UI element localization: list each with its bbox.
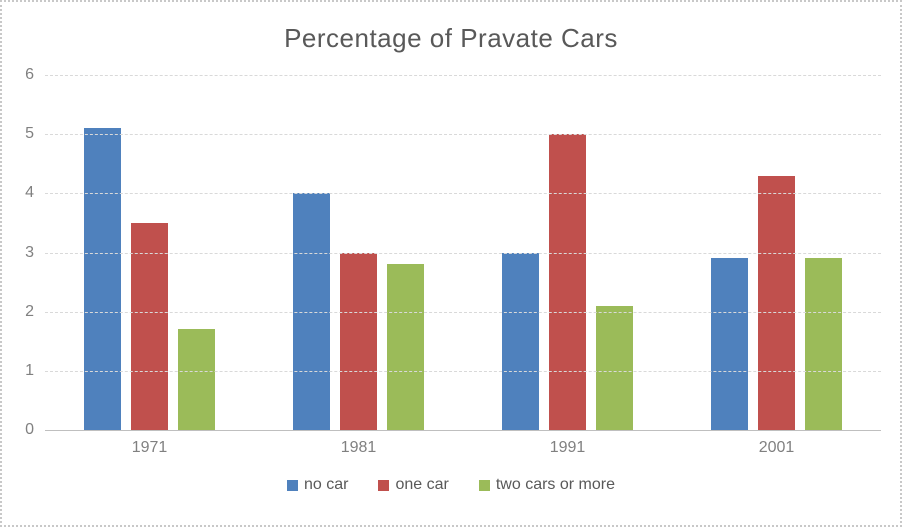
y-tick-label-2: 2 [25,302,34,320]
y-tick-label-3: 3 [25,243,34,261]
bar-group-1971 [45,75,254,430]
y-tick-label-6: 6 [25,66,34,83]
bar-group-1991 [463,75,672,430]
y-tick-label-1: 1 [25,361,34,379]
y-tick-label-0: 0 [25,421,34,438]
bar-two-cars-or-more-1991 [596,305,633,430]
x-tick-label-1981: 1981 [340,439,377,456]
bar-no-car-1991 [502,252,539,430]
legend-label-one-car: one car [395,476,449,493]
gridline-4 [45,193,881,195]
y-tick-label-4: 4 [25,184,34,202]
x-tick-label-1991: 1991 [549,439,586,456]
y-tick-label-5: 5 [25,125,34,143]
bar-two-cars-or-more-1971 [178,329,215,430]
gridline-1 [45,370,881,372]
legend-swatch-one-car [378,479,390,491]
bar-groups [45,75,881,430]
x-tick-label-2001: 2001 [758,439,795,456]
x-axis: 1971 1981 1991 2001 [45,439,881,457]
bar-group-2001 [672,75,881,430]
plot-area [45,75,881,431]
x-tick-label-1971: 1971 [131,439,168,456]
legend-item-two-cars-or-more: two cars or more [478,476,615,494]
chart-title: Percentage of Pravate Cars [284,23,618,53]
legend-swatch-no-car [287,479,298,491]
bar-no-car-2001 [711,258,748,430]
gridline-2 [45,311,881,313]
legend-label-no-car: no car [304,476,349,493]
legend-item-one-car: one car [378,476,449,494]
gridline-6 [45,75,881,76]
y-axis: 0 1 2 3 4 5 6 [2,66,34,438]
bar-one-car-1981 [340,252,377,430]
legend: no car one car two cars or more [2,476,900,494]
bar-two-cars-or-more-1981 [387,264,424,430]
bar-one-car-1971 [131,222,168,430]
legend-label-two-cars-or-more: two cars or more [495,476,615,493]
legend-swatch-two-cars-or-more [478,479,490,491]
legend-item-no-car: no car [287,476,348,494]
gridline-3 [45,252,881,254]
bar-one-car-2001 [758,175,795,430]
bar-one-car-1991 [549,134,586,430]
bar-no-car-1971 [84,128,121,430]
gridline-5 [45,134,881,136]
bar-group-1981 [254,75,463,430]
bar-two-cars-or-more-2001 [805,258,842,430]
